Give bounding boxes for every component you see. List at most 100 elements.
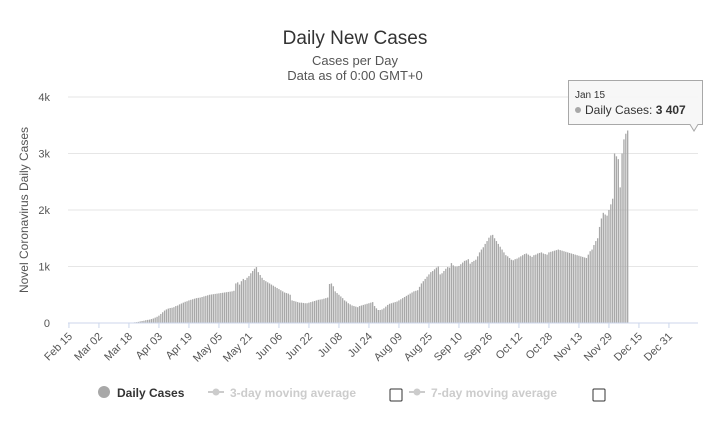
bar[interactable] xyxy=(190,299,192,323)
bar[interactable] xyxy=(557,249,559,323)
bar[interactable] xyxy=(263,280,265,323)
bar[interactable] xyxy=(523,254,526,323)
bar[interactable] xyxy=(255,267,258,323)
bar[interactable] xyxy=(589,251,591,323)
bar[interactable] xyxy=(565,251,567,323)
bar[interactable] xyxy=(390,303,393,323)
bar[interactable] xyxy=(385,306,387,323)
bar[interactable] xyxy=(357,307,359,323)
bar[interactable] xyxy=(567,252,569,324)
bar[interactable] xyxy=(197,297,199,323)
bar[interactable] xyxy=(529,255,531,323)
bar[interactable] xyxy=(542,253,544,324)
bar[interactable] xyxy=(379,310,381,323)
bar[interactable] xyxy=(452,265,454,323)
bar[interactable] xyxy=(276,287,278,323)
checkbox-3-day-moving-average[interactable] xyxy=(389,388,403,402)
bar[interactable] xyxy=(463,260,466,323)
bar[interactable] xyxy=(340,296,342,323)
bar[interactable] xyxy=(242,278,244,323)
bar[interactable] xyxy=(437,266,439,324)
bar[interactable] xyxy=(512,260,514,323)
bar[interactable] xyxy=(216,293,218,323)
bar[interactable] xyxy=(158,315,160,323)
bar[interactable] xyxy=(184,301,186,323)
bar[interactable] xyxy=(330,283,333,323)
bar[interactable] xyxy=(366,303,368,323)
bar[interactable] xyxy=(199,297,201,323)
bar[interactable] xyxy=(375,308,378,323)
checkbox-7-day-moving-average[interactable] xyxy=(592,388,606,402)
bar[interactable] xyxy=(591,249,593,323)
bar[interactable] xyxy=(297,302,299,323)
bar[interactable] xyxy=(250,273,252,323)
bar[interactable] xyxy=(364,304,366,323)
bar[interactable] xyxy=(469,263,471,323)
bar[interactable] xyxy=(533,255,535,323)
bar[interactable] xyxy=(493,238,496,323)
bar[interactable] xyxy=(334,291,336,323)
bar[interactable] xyxy=(302,302,304,323)
bar[interactable] xyxy=(407,294,409,323)
bar[interactable] xyxy=(417,290,419,323)
bar[interactable] xyxy=(358,306,361,323)
bar[interactable] xyxy=(418,286,421,323)
bar[interactable] xyxy=(347,303,349,323)
legend-item-3-day-moving-average[interactable]: 3-day moving average xyxy=(208,386,356,400)
bar[interactable] xyxy=(177,305,179,323)
bar[interactable] xyxy=(612,198,614,323)
bar[interactable] xyxy=(606,215,608,323)
bar[interactable] xyxy=(223,292,226,323)
bar[interactable] xyxy=(310,302,312,323)
bar[interactable] xyxy=(321,299,323,323)
bar[interactable] xyxy=(475,259,477,323)
bar[interactable] xyxy=(527,254,529,323)
bar[interactable] xyxy=(212,294,214,323)
bar[interactable] xyxy=(488,237,490,323)
bar[interactable] xyxy=(169,308,171,323)
bar[interactable] xyxy=(293,300,295,323)
bar[interactable] xyxy=(465,260,468,323)
bar[interactable] xyxy=(480,249,483,323)
bar[interactable] xyxy=(225,292,228,323)
bar[interactable] xyxy=(454,266,456,324)
bar[interactable] xyxy=(148,319,151,323)
bar[interactable] xyxy=(473,260,475,323)
bar[interactable] xyxy=(546,254,548,323)
bar[interactable] xyxy=(617,159,619,323)
bar[interactable] xyxy=(214,293,216,323)
bar[interactable] xyxy=(327,297,329,323)
bar[interactable] xyxy=(259,274,261,323)
bar[interactable] xyxy=(278,289,280,323)
bar[interactable] xyxy=(289,294,291,323)
bar[interactable] xyxy=(478,252,481,324)
bar[interactable] xyxy=(227,291,229,323)
bar[interactable] xyxy=(552,251,554,323)
bar[interactable] xyxy=(415,290,417,323)
bar[interactable] xyxy=(623,139,625,324)
bar[interactable] xyxy=(373,306,376,323)
bar[interactable] xyxy=(362,304,364,323)
bar[interactable] xyxy=(430,272,432,323)
bar[interactable] xyxy=(456,266,458,324)
bar[interactable] xyxy=(201,297,203,323)
bar[interactable] xyxy=(165,309,168,323)
bar[interactable] xyxy=(383,308,385,323)
bar[interactable] xyxy=(499,246,501,323)
bar[interactable] xyxy=(207,295,209,323)
bar[interactable] xyxy=(291,300,293,323)
bar[interactable] xyxy=(338,294,340,323)
bar[interactable] xyxy=(574,254,576,323)
bar[interactable] xyxy=(218,293,220,323)
bar[interactable] xyxy=(235,283,237,323)
bar[interactable] xyxy=(208,294,211,323)
bar[interactable] xyxy=(377,310,379,323)
bar[interactable] xyxy=(447,267,449,323)
bar[interactable] xyxy=(156,316,158,323)
bar[interactable] xyxy=(572,254,574,323)
bar[interactable] xyxy=(428,274,430,323)
bar[interactable] xyxy=(525,253,528,324)
bar[interactable] xyxy=(233,290,235,323)
bar[interactable] xyxy=(413,291,415,323)
bar[interactable] xyxy=(458,265,460,323)
